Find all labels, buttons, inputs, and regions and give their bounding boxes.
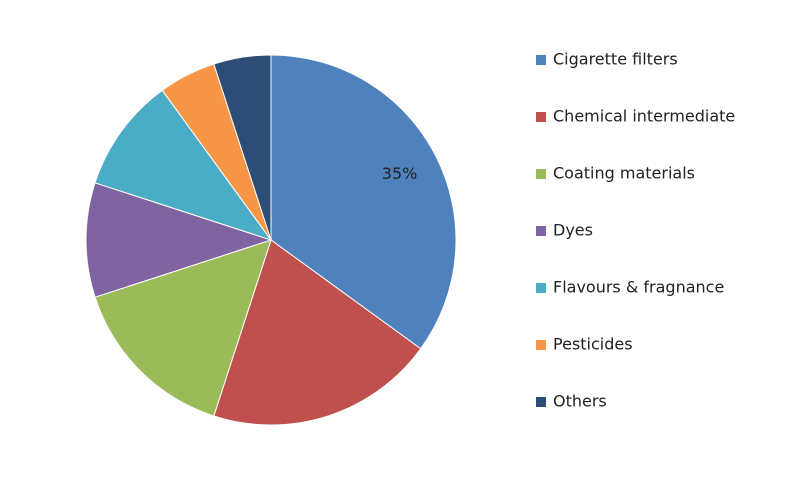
legend-label: Dyes [553,221,593,240]
pie-slice [270,54,457,350]
legend-swatch [536,397,546,407]
legend-swatch [536,55,546,65]
pie-slice [213,239,422,426]
legend-label: Coating materials [553,164,695,183]
pie-slice [213,54,272,241]
legend-swatch [536,169,546,179]
legend-label: Pesticides [553,335,633,354]
data-label: 35% [382,164,418,183]
legend-swatch [536,340,546,350]
legend-swatch [536,112,546,122]
legend-label: Chemical intermediate [553,107,735,126]
legend-label: Flavours & fragnance [553,278,724,297]
legend-label: Cigarette filters [553,50,678,69]
pie-slice [85,182,273,298]
pie-slice [94,239,272,417]
legend-swatch [536,283,546,293]
legend-swatch [536,226,546,236]
pie-slice [94,89,273,241]
legend-label: Others [553,392,607,411]
